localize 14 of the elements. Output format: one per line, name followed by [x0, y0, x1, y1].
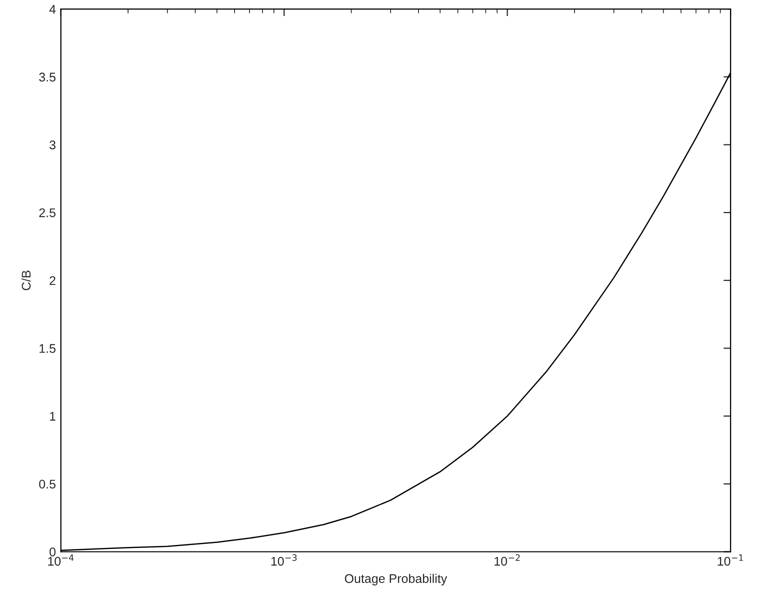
y-tick-label: 3 — [50, 140, 56, 150]
x-tick-label: 10$^{−2}$ — [494, 554, 520, 566]
y-tick-label: 3.5 — [39, 72, 56, 82]
x-tick-label: 10$^{−3}$ — [271, 554, 297, 566]
y-tick-label: 0.5 — [39, 480, 56, 489]
x-tick-label: 10$^{−1}$ — [718, 554, 743, 566]
y-tick-label: 4 — [49, 4, 56, 14]
y-tick-label: 0 — [50, 548, 56, 556]
y-tick-label: 2.5 — [39, 208, 56, 218]
x-axis-title: Outage Probability — [344, 574, 448, 586]
y-tick-label: 1 — [50, 412, 56, 421]
y-tick-label: 2 — [50, 276, 56, 285]
y-axis-title: C/B — [21, 270, 31, 290]
y-tick-label: 1.5 — [40, 344, 56, 353]
